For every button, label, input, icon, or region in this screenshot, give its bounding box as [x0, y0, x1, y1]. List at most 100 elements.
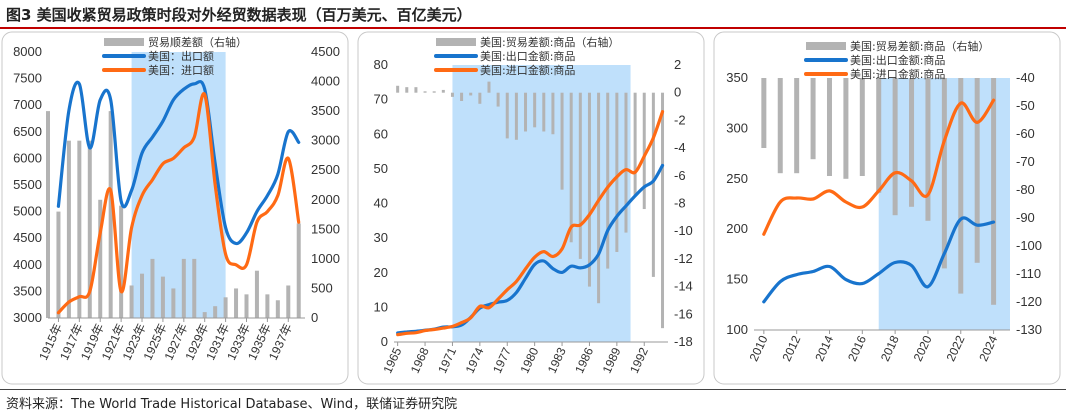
- balance-bar: [551, 92, 555, 135]
- chart-1915-1938: 3000350040004500500055006000650070007500…: [1, 31, 349, 385]
- export-line: [762, 216, 996, 304]
- y-left-tick-label: 350: [726, 70, 748, 85]
- y-right-tick-label: -40: [1016, 70, 1035, 85]
- y-left-tick-label: 30: [374, 230, 388, 245]
- source-note: 资料来源：The World Trade Historical Database…: [6, 397, 458, 412]
- legend-label: 美国:进口金额:商品: [850, 67, 945, 81]
- y-left-tick-label: 8000: [13, 44, 42, 59]
- balance-bar: [651, 92, 655, 277]
- chart-2010-2024: 100 150 200 250 300 350 -130 -120 -110 -100 -90 -80…: [713, 31, 1061, 385]
- import-line: [396, 110, 665, 337]
- legend-label: 贸易顺差额（右轴）: [148, 35, 247, 49]
- balance-bar: [777, 78, 783, 174]
- balance-bar: [469, 92, 473, 96]
- y-right-tick-label: 0: [674, 85, 681, 100]
- panel-frame: [713, 31, 1061, 385]
- y-left-tick-label: 300: [726, 120, 748, 135]
- title-rule: [0, 27, 1066, 29]
- x-tick-label: 1986: [572, 345, 596, 375]
- balance-bar: [296, 223, 301, 318]
- y-left-tick-label: 250: [726, 171, 748, 186]
- balance-bar: [202, 312, 207, 318]
- legend-label: 美国：出口额: [148, 49, 214, 63]
- y-right-tick-label: 1000: [311, 251, 340, 266]
- y-right-tick-label: -90: [1016, 210, 1035, 225]
- y-left-tick-label: 60: [374, 126, 388, 141]
- y-left-tick-label: 6000: [13, 150, 42, 165]
- y-left-tick-label: 10: [374, 299, 388, 314]
- balance-bar: [925, 78, 931, 221]
- balance-bar: [661, 92, 665, 329]
- x-tick-label: 2016: [845, 333, 869, 363]
- balance-bar: [478, 92, 482, 104]
- balance-bar: [66, 140, 71, 318]
- y-right-tick-label: 1500: [311, 221, 340, 236]
- x-tick-label: 1980: [517, 345, 541, 375]
- balance-bar: [587, 92, 591, 287]
- x-tick-label: 1971: [435, 345, 459, 375]
- y-right-tick-label: 3500: [311, 103, 340, 118]
- legend-swatch-balance: [436, 38, 476, 46]
- balance-bar: [533, 92, 537, 128]
- y-left-tick-label: 4000: [13, 257, 42, 272]
- balance-bar: [119, 205, 124, 318]
- legend-label: 美国:出口金额:商品: [480, 49, 575, 63]
- balance-bar: [46, 111, 50, 318]
- y-left-tick-label: 100: [726, 322, 748, 337]
- legend-label: 美国:进口金额:商品: [480, 63, 575, 77]
- balance-bar: [761, 78, 767, 148]
- balance-bar: [234, 288, 239, 318]
- x-tick-label: 2010: [747, 333, 771, 363]
- balance-bar: [213, 306, 218, 318]
- balance-bar: [487, 81, 491, 93]
- legend-swatch-balance: [806, 42, 846, 50]
- balance-bar: [244, 294, 249, 318]
- x-tick-label: 1977: [490, 345, 514, 375]
- y-left-tick-label: 7000: [13, 97, 42, 112]
- x-tick-label: 1974: [463, 345, 487, 375]
- balance-bar: [254, 270, 259, 318]
- y-left-tick-label: 200: [726, 221, 748, 236]
- y-left-tick-label: 4500: [13, 230, 42, 245]
- balance-bar: [876, 78, 882, 193]
- y-right-tick-label: -120: [1016, 294, 1042, 309]
- balance-bar: [275, 300, 280, 318]
- balance-bar: [496, 92, 500, 107]
- balance-bar: [909, 78, 915, 207]
- y-left-tick-label: 7500: [13, 71, 42, 86]
- balance-bar: [624, 92, 628, 233]
- legend-label: 美国:贸易差额:商品（右轴）: [850, 39, 989, 53]
- balance-bar: [941, 78, 947, 269]
- source-rule: [0, 389, 1066, 390]
- policy-period-shade: [452, 65, 631, 342]
- y-left-tick-label: 3000: [13, 310, 42, 325]
- balance-bar: [150, 258, 155, 318]
- y-right-tick-label: -110: [1016, 266, 1041, 281]
- balance-bar: [160, 276, 165, 318]
- balance-bar: [578, 92, 582, 259]
- y-right-tick-label: -4: [674, 140, 686, 155]
- y-right-tick-label: -18: [674, 334, 693, 349]
- balance-bar: [192, 258, 197, 318]
- balance-bar: [450, 92, 454, 97]
- y-right-tick-label: -2: [674, 112, 686, 127]
- y-left-tick-label: 5000: [13, 204, 42, 219]
- y-right-tick-label: -60: [1016, 126, 1035, 141]
- balance-bar: [524, 92, 528, 132]
- x-tick-label: 1992: [627, 345, 651, 375]
- balance-bar: [460, 92, 464, 102]
- balance-bar: [414, 87, 418, 93]
- chart-1965-1994: 01020304050607080-18-16-14-12-10-8-6-4-2…: [357, 31, 705, 385]
- x-tick-label: 1989: [600, 345, 624, 375]
- y-left-tick-label: 6500: [13, 124, 42, 139]
- balance-bar: [129, 285, 134, 318]
- balance-bar: [56, 211, 61, 318]
- balance-bar: [432, 91, 436, 93]
- balance-bar: [958, 78, 964, 294]
- balance-bar: [181, 258, 186, 318]
- x-tick-label: 2012: [779, 333, 803, 363]
- y-right-tick-label: 2000: [311, 192, 340, 207]
- balance-bar: [991, 78, 997, 305]
- export-line: [56, 79, 301, 246]
- balance-bar: [140, 273, 145, 318]
